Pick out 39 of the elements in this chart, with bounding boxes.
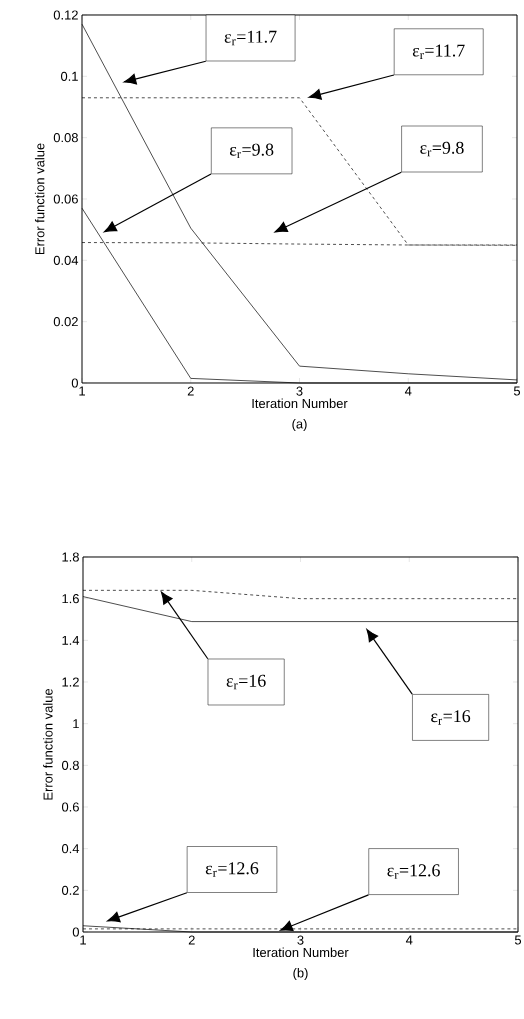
text: (a) [292,418,307,432]
y-axis-title: Error function value [43,688,53,800]
y-tick-label: 0.08 [53,133,78,143]
x-tick-label: 4 [404,386,412,396]
y-axis-title: Error function value [34,143,45,255]
x-tick-label: 3 [297,935,304,945]
annotation: ε$_{r}$=9.8 [420,141,464,157]
y-tick-label: 0 [71,378,78,388]
y-tick-label: 0.04 [53,255,79,265]
y-tick-label: 0.8 [61,760,79,770]
x-tick-label: 2 [187,386,194,396]
annotation: ε$_{r}$=11.7 [224,30,277,46]
y-tick-label: 1.2 [62,677,79,687]
text: (b) [293,967,308,981]
x-tick-label: 5 [513,386,521,396]
y-tick-label: 0.12 [53,10,78,20]
x-axis-title: Iteration Number [252,398,348,409]
x-tick-label: 4 [405,935,413,945]
annotation: ε$_{r}$=12.6 [387,864,440,879]
y-tick-label: 0.4 [61,844,80,854]
annotation: ε$_{r}$=16 [431,710,471,725]
x-tick-label: 5 [514,935,522,945]
annotation: ε$_{r}$=16 [226,674,266,690]
y-tick-label: 1.8 [62,552,79,562]
y-tick-label: 0.1 [60,71,78,81]
x-tick-label: 3 [296,386,303,396]
x-axis-title: Iteration Number [253,947,349,958]
y-tick-label: 0.2 [61,885,79,895]
annotation: ε$_{r}$=12.6 [205,862,259,877]
x-tick-label: 2 [188,935,195,945]
y-tick-label: 0.02 [53,317,78,327]
y-tick-label: 0 [72,927,79,937]
annotation: ε$_{r}$=11.7 [412,44,465,59]
y-tick-label: 1.6 [62,594,79,604]
annotation: ε$_{r}$=9.8 [229,143,274,159]
y-tick-label: 1.4 [62,635,80,645]
y-tick-label: 0.6 [61,802,79,812]
y-tick-label: 0.06 [53,194,78,204]
y-tick-label: 1 [73,719,79,729]
